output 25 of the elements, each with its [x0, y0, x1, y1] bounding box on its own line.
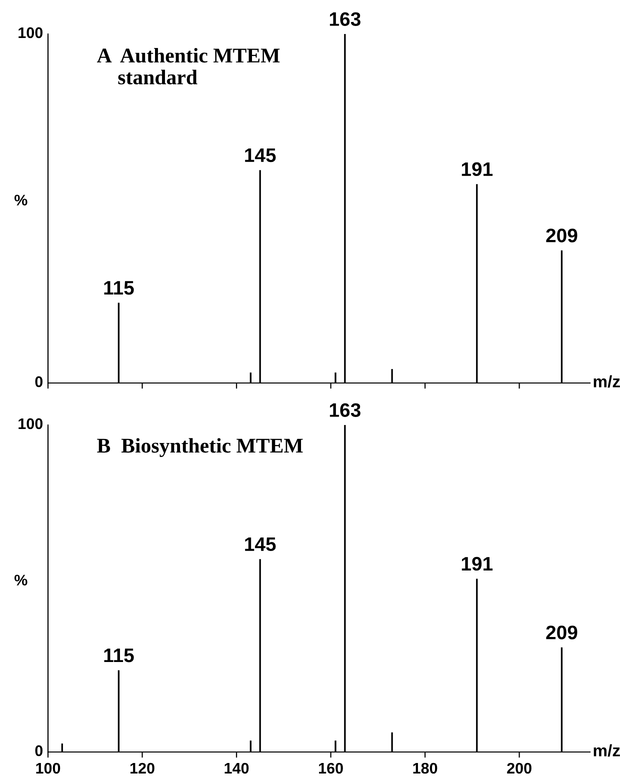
- y-tick-label: 0: [35, 745, 43, 756]
- y-tick-label: 100: [18, 418, 43, 430]
- annotation: 209: [546, 626, 578, 640]
- x-tick-label: 180: [413, 762, 438, 774]
- text: B Biosynthetic MTEM: [97, 438, 303, 458]
- x-axis-title: m/z: [594, 744, 620, 757]
- y-axis-title: %: [14, 574, 28, 586]
- annotation: 191: [462, 556, 493, 571]
- annotation: 191: [462, 162, 493, 176]
- annotation: 145: [245, 148, 276, 162]
- annotation: 209: [546, 228, 578, 242]
- annotation: 145: [245, 537, 276, 552]
- y-axis-title: %: [14, 194, 28, 206]
- x-tick-label: 200: [507, 762, 532, 774]
- y-tick-label: 0: [35, 376, 43, 388]
- x-tick-label: 160: [319, 762, 343, 774]
- annotation: 115: [104, 648, 134, 662]
- annotation: 115: [104, 281, 134, 295]
- annotation: 163: [330, 12, 360, 26]
- x-axis-title: m/z: [594, 375, 620, 388]
- x-tick-label: 140: [224, 762, 249, 774]
- x-tick-label: 120: [130, 762, 154, 774]
- text: A Authentic MTEM standard: [96, 48, 280, 84]
- y-tick-label: 100: [18, 27, 43, 38]
- annotation: 163: [330, 403, 360, 418]
